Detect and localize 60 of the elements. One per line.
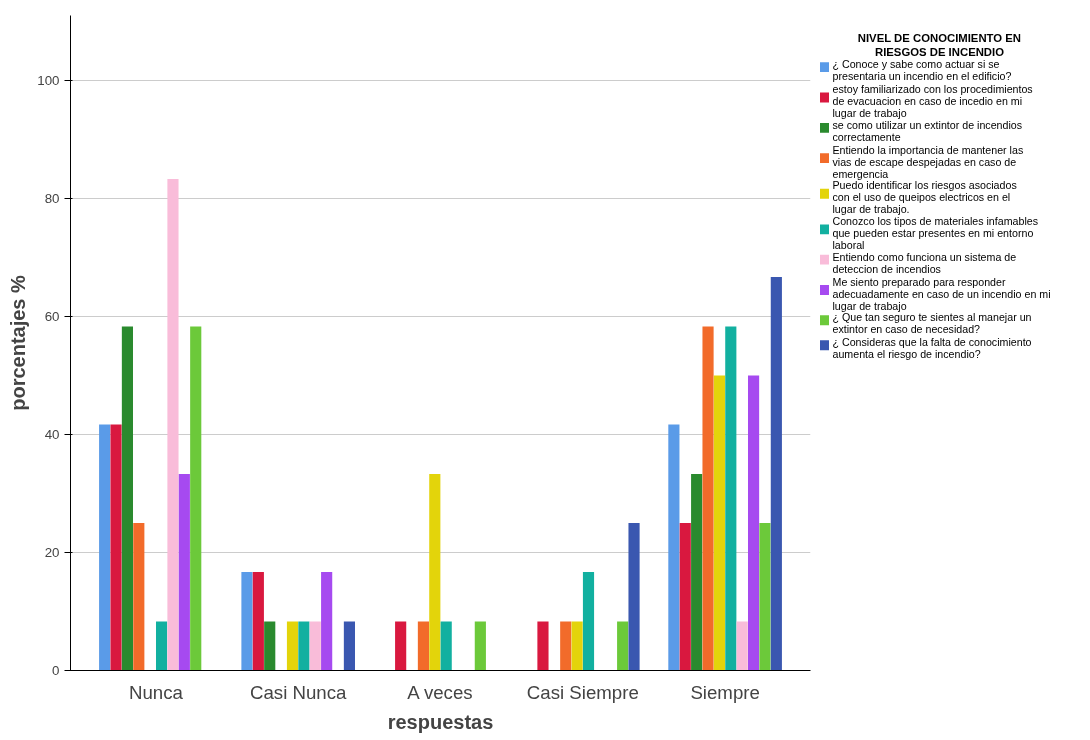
x-tick-label: Nunca bbox=[128, 681, 184, 703]
legend-label: se como utilizar un extintor de incendios correctamente bbox=[832, 118, 1023, 143]
bar bbox=[321, 571, 333, 671]
x-tick-label: Casi Siempre bbox=[526, 681, 639, 703]
bar bbox=[736, 621, 748, 671]
bar bbox=[190, 326, 202, 671]
bar bbox=[560, 621, 572, 671]
x-axis-title: respuestas bbox=[387, 710, 494, 733]
legend-label: ¿ Conoce y sabe como actuar si se presentaria un incendio en el edificio? bbox=[832, 58, 1012, 83]
bar bbox=[133, 522, 145, 671]
bar bbox=[571, 621, 583, 671]
x-tick-label: Casi Nunca bbox=[249, 681, 348, 703]
bar bbox=[702, 326, 714, 671]
legend-title: NIVEL DE CONOCIMIENTO EN RIESGOS DE INCENDIO bbox=[857, 31, 1022, 58]
bar bbox=[748, 375, 760, 671]
bar bbox=[309, 621, 321, 671]
bar bbox=[241, 571, 253, 671]
y-tick-label: 0 bbox=[52, 663, 60, 678]
bar bbox=[617, 621, 629, 671]
x-tick-label: A veces bbox=[407, 681, 473, 703]
bar bbox=[264, 621, 276, 671]
bar bbox=[628, 522, 640, 671]
bar bbox=[725, 326, 737, 671]
y-tick-label: 80 bbox=[44, 190, 60, 206]
bar bbox=[99, 424, 111, 671]
bar bbox=[178, 474, 190, 671]
bar bbox=[167, 178, 179, 671]
y-axis-title: porcentajes % bbox=[7, 274, 30, 411]
legend-label: ¿ Que tan seguro te sientes al manejar un extintor en caso de necesidad? bbox=[832, 311, 1032, 336]
bar bbox=[537, 621, 549, 671]
bar bbox=[668, 424, 680, 671]
bar bbox=[121, 326, 133, 671]
legend-label: ¿ Consideras que la falta de conocimiento aumenta el riesgo de incendio? bbox=[832, 336, 1032, 361]
x-tick-label: Siempre bbox=[690, 681, 760, 703]
bar bbox=[440, 621, 452, 671]
legend-label: Entiendo como funciona un sistema de deteccion de incendios bbox=[832, 250, 1017, 275]
bar bbox=[713, 375, 725, 671]
bar bbox=[417, 621, 429, 671]
legend-label: Entiendo la importancia de mantener las vias de escape despejadas en caso de emergencia bbox=[832, 143, 1024, 180]
bar bbox=[691, 474, 703, 671]
bar bbox=[474, 621, 486, 671]
bar bbox=[343, 621, 355, 671]
y-tick-label: 40 bbox=[44, 426, 60, 442]
bar bbox=[298, 621, 310, 671]
legend-label: Me siento preparado para responder adecuadamente en caso de un incendio en mi lugar de trabajo bbox=[832, 275, 1051, 312]
bar bbox=[286, 621, 299, 671]
bar bbox=[770, 276, 782, 671]
bar bbox=[156, 621, 168, 671]
legend-label: Puedo identificar los riesgos asociados con el uso de queipos electricos en el lugar de trabajo. bbox=[832, 179, 1017, 216]
y-tick-label: 100 bbox=[37, 72, 60, 88]
bar bbox=[582, 571, 595, 671]
bar bbox=[679, 522, 691, 671]
legend-label: Conozco los tipos de materiales infamables que pueden estar presentes en mi entorno laboral bbox=[832, 215, 1039, 252]
bar bbox=[759, 522, 771, 671]
y-tick-label: 60 bbox=[44, 308, 60, 324]
y-tick-label: 20 bbox=[44, 544, 60, 560]
bar bbox=[110, 424, 122, 671]
bar bbox=[252, 571, 264, 671]
bar bbox=[395, 621, 407, 671]
bar bbox=[429, 474, 441, 671]
